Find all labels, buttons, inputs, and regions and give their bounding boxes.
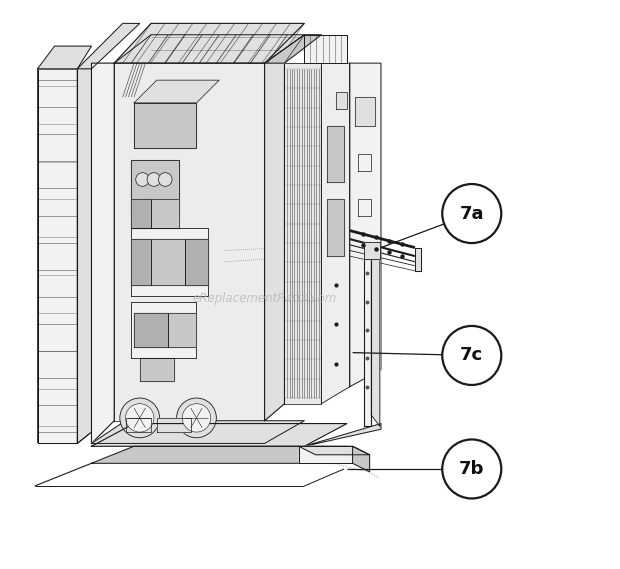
- Circle shape: [125, 403, 154, 432]
- Text: 7a: 7a: [459, 204, 484, 222]
- Polygon shape: [38, 46, 92, 69]
- Text: 7c: 7c: [460, 347, 484, 365]
- Polygon shape: [335, 92, 347, 109]
- Polygon shape: [371, 253, 380, 426]
- Polygon shape: [364, 259, 371, 426]
- Polygon shape: [151, 239, 185, 284]
- Polygon shape: [131, 228, 208, 296]
- Text: eReplacementParts.com: eReplacementParts.com: [192, 292, 337, 305]
- Polygon shape: [355, 97, 375, 126]
- Polygon shape: [185, 239, 208, 284]
- Polygon shape: [131, 199, 151, 228]
- Circle shape: [442, 184, 502, 243]
- Polygon shape: [304, 35, 347, 63]
- Polygon shape: [92, 446, 347, 463]
- Polygon shape: [327, 199, 344, 256]
- Circle shape: [136, 172, 149, 186]
- Polygon shape: [350, 63, 381, 387]
- Polygon shape: [304, 423, 381, 446]
- Polygon shape: [358, 199, 371, 216]
- Polygon shape: [415, 248, 421, 271]
- Polygon shape: [299, 446, 370, 455]
- Polygon shape: [151, 199, 179, 228]
- Polygon shape: [131, 160, 179, 216]
- Polygon shape: [131, 302, 197, 358]
- Circle shape: [182, 403, 211, 432]
- Polygon shape: [265, 35, 321, 63]
- Polygon shape: [140, 358, 174, 381]
- Polygon shape: [364, 242, 380, 259]
- Circle shape: [159, 172, 172, 186]
- Polygon shape: [321, 63, 350, 403]
- Polygon shape: [353, 446, 370, 472]
- Polygon shape: [168, 313, 197, 347]
- Polygon shape: [299, 446, 353, 463]
- Polygon shape: [125, 418, 151, 432]
- Polygon shape: [358, 154, 371, 171]
- Polygon shape: [38, 69, 78, 443]
- Polygon shape: [134, 313, 168, 347]
- Polygon shape: [92, 420, 304, 443]
- Circle shape: [442, 326, 502, 385]
- Polygon shape: [114, 63, 265, 420]
- Polygon shape: [92, 63, 114, 443]
- Polygon shape: [38, 69, 78, 443]
- Polygon shape: [285, 63, 321, 403]
- Circle shape: [442, 439, 502, 498]
- Circle shape: [120, 398, 159, 438]
- Circle shape: [147, 172, 161, 186]
- Polygon shape: [134, 80, 219, 103]
- Polygon shape: [327, 126, 344, 182]
- Polygon shape: [134, 103, 197, 149]
- Polygon shape: [131, 239, 151, 284]
- Text: 7b: 7b: [459, 460, 484, 478]
- Polygon shape: [157, 418, 191, 432]
- Polygon shape: [78, 23, 140, 69]
- Polygon shape: [92, 423, 347, 446]
- Polygon shape: [114, 35, 304, 63]
- Polygon shape: [114, 23, 304, 63]
- Polygon shape: [78, 69, 92, 443]
- Circle shape: [177, 398, 216, 438]
- Polygon shape: [265, 63, 285, 420]
